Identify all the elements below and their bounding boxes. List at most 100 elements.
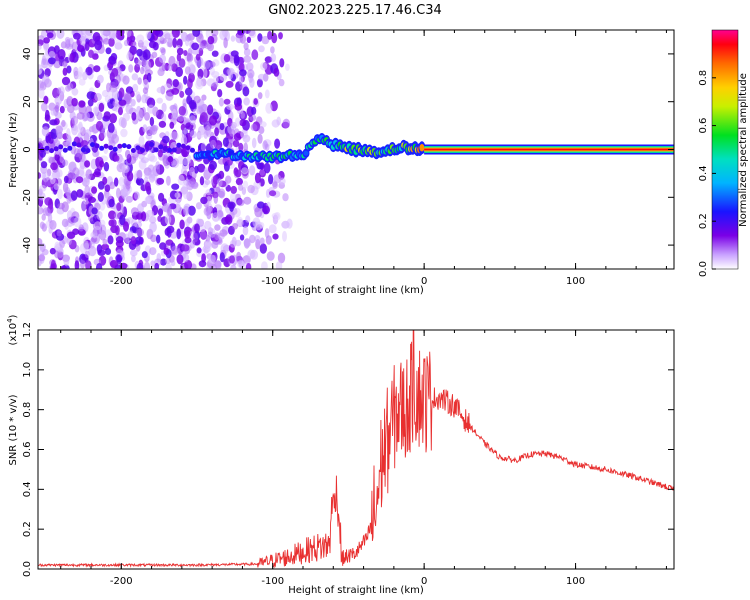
noise-speckle — [182, 98, 187, 107]
noise-speckle — [203, 60, 211, 70]
noise-speckle — [218, 97, 224, 107]
noise-speckle — [145, 31, 152, 40]
noise-speckle — [239, 34, 247, 44]
noise-speckle — [203, 206, 211, 216]
noise-speckle — [211, 71, 220, 78]
noise-speckle — [170, 131, 179, 141]
low-freq-band — [62, 147, 68, 153]
noise-speckle — [277, 252, 286, 264]
noise-speckle — [109, 181, 115, 190]
noise-speckle — [274, 211, 281, 221]
noise-speckle — [108, 89, 114, 100]
snr-axes: -200 -100 0 100 0.0 0.2 0.4 0.6 0.8 1.0 1.2 — [22, 322, 674, 587]
noise-speckle — [158, 54, 167, 64]
snr-marks — [38, 330, 674, 569]
noise-speckle — [189, 166, 195, 177]
low-freq-band — [176, 142, 182, 148]
noise-speckle — [275, 261, 283, 269]
noise-speckle — [224, 216, 232, 223]
noise-speckle — [111, 67, 119, 77]
noise-speckle — [123, 39, 129, 47]
noise-speckle — [39, 221, 45, 230]
snr-series-line — [38, 330, 674, 569]
y-tick-label: 0 — [22, 146, 33, 152]
noise-speckle — [114, 155, 120, 162]
low-freq-band — [117, 143, 123, 149]
noise-speckle — [212, 81, 219, 88]
noise-speckle — [151, 51, 158, 59]
noise-speckle — [57, 49, 66, 60]
noise-speckle — [182, 183, 188, 192]
low-freq-band — [144, 143, 150, 149]
noise-speckle — [198, 260, 207, 268]
noise-speckle — [128, 64, 134, 73]
noise-speckle — [86, 91, 96, 100]
noise-speckle — [164, 214, 172, 225]
noise-speckle — [195, 202, 202, 210]
noise-speckle — [78, 78, 86, 86]
noise-speckle — [242, 180, 249, 189]
noise-speckle — [142, 40, 149, 48]
noise-speckle — [109, 113, 117, 124]
noise-speckle — [88, 49, 94, 58]
noise-speckle — [38, 69, 42, 76]
noise-speckle — [223, 54, 231, 63]
noise-speckle — [161, 62, 167, 72]
noise-speckle — [150, 234, 157, 243]
y-tick-label: 0.4 — [22, 481, 33, 497]
noise-speckle — [115, 236, 124, 244]
noise-speckle — [63, 256, 70, 267]
noise-speckle — [56, 30, 65, 39]
noise-speckle — [50, 108, 56, 116]
noise-speckle — [116, 187, 121, 199]
noise-speckle — [211, 50, 219, 57]
noise-speckle — [228, 128, 236, 137]
noise-speckle — [54, 153, 60, 162]
noise-speckle — [114, 177, 119, 187]
noise-speckle — [178, 106, 186, 116]
noise-speckle — [177, 114, 185, 122]
noise-speckle — [174, 146, 183, 154]
noise-speckle — [239, 69, 247, 77]
noise-speckle — [243, 97, 250, 106]
noise-speckle — [71, 97, 78, 107]
noise-speckle — [146, 72, 152, 83]
noise-speckle — [174, 192, 181, 199]
noise-speckle — [46, 32, 54, 39]
noise-speckle — [162, 135, 170, 144]
x-tick-label: 100 — [566, 576, 585, 587]
noise-speckle — [230, 264, 237, 269]
noise-speckle — [39, 184, 47, 192]
colorbar-tick-label: 0.4 — [698, 165, 709, 181]
noise-speckle — [226, 103, 235, 110]
noise-speckle — [229, 240, 237, 248]
noise-speckle — [66, 128, 71, 139]
noise-speckle — [179, 219, 185, 230]
noise-speckle — [44, 109, 50, 121]
noise-speckle — [41, 171, 46, 180]
noise-speckle — [239, 119, 247, 127]
x-tick-label: 0 — [421, 576, 427, 587]
noise-speckle — [115, 39, 121, 47]
noise-speckle — [134, 236, 143, 245]
noise-speckle — [214, 232, 221, 241]
low-freq-band — [108, 145, 114, 151]
noise-speckle — [130, 207, 139, 216]
colorbar-tick-label: 0.6 — [698, 118, 709, 134]
noise-speckle — [228, 68, 234, 80]
noise-speckle — [199, 112, 208, 123]
noise-speckle — [57, 246, 64, 253]
noise-speckle — [38, 192, 46, 201]
noise-speckle — [171, 183, 180, 190]
noise-speckle — [122, 75, 130, 85]
noise-speckle — [93, 221, 102, 231]
low-freq-band — [185, 145, 191, 151]
noise-speckle — [164, 257, 172, 264]
noise-speckle — [154, 262, 160, 269]
noise-speckle — [141, 94, 148, 104]
noise-speckle — [123, 221, 129, 232]
noise-speckle — [209, 160, 217, 171]
noise-speckle — [41, 213, 46, 221]
noise-speckle — [204, 220, 212, 230]
noise-speckle — [41, 126, 50, 137]
